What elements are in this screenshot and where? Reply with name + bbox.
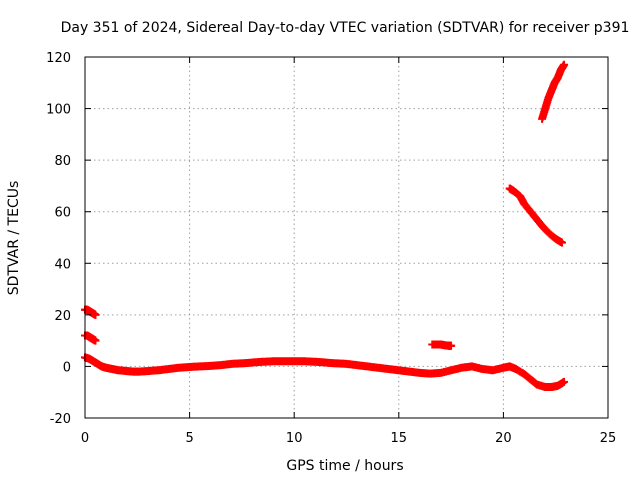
y-axis-label: SDTVAR / TECUs <box>6 181 22 296</box>
y-tick-label-3: 40 <box>54 257 71 272</box>
x-tick-label-5: 25 <box>600 431 617 446</box>
y-tick-label-1: 0 <box>63 360 71 375</box>
y-tick-label-5: 80 <box>54 154 71 169</box>
x-tick-label-1: 5 <box>185 431 193 446</box>
x-axis-label: GPS time / hours <box>286 458 403 474</box>
point-arc-descending-9 <box>557 238 566 247</box>
series-arc-ascending <box>538 60 569 123</box>
y-tick-label-4: 60 <box>54 206 71 221</box>
x-tick-label-4: 20 <box>495 431 512 446</box>
point-arc-high-5 <box>91 310 100 319</box>
x-tick-label-0: 0 <box>81 431 89 446</box>
series-arc-descending <box>505 184 566 247</box>
point-arc-ascending-7 <box>560 60 569 69</box>
point-arc-main-54 <box>560 377 569 386</box>
y-tick-label-7: 120 <box>46 51 71 66</box>
point-arc-17h-5 <box>447 341 456 350</box>
chart-title: Day 351 of 2024, Sidereal Day-to-day VTE… <box>61 20 630 36</box>
y-tick-label-2: 20 <box>54 309 71 324</box>
plot-frame <box>84 56 609 419</box>
point-arc-mid-5 <box>91 336 100 345</box>
y-tick-label-0: -20 <box>50 412 71 427</box>
series-arc-17h <box>428 340 456 350</box>
series-arc-main <box>81 353 569 392</box>
axis-layer: 0 5 10 15 20 25 -20 0 20 40 60 80 100 120 <box>46 51 616 446</box>
x-tick-label-3: 15 <box>391 431 408 446</box>
series-layer <box>81 60 569 392</box>
x-tick-label-2: 10 <box>286 431 303 446</box>
y-tick-label-6: 100 <box>46 103 71 118</box>
